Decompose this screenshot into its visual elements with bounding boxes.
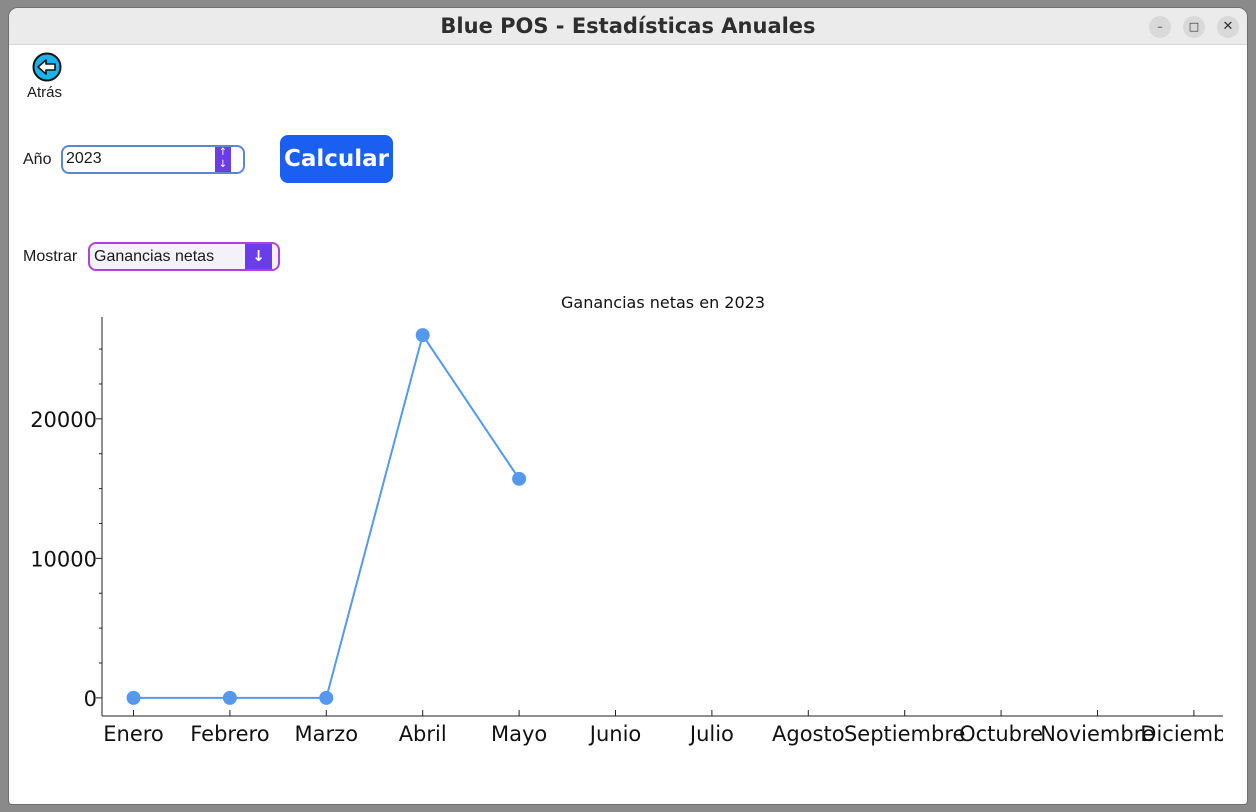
series-line [133, 332, 520, 699]
x-tick-label: Octubre [959, 722, 1043, 746]
x-tick-label: Agosto [772, 722, 845, 746]
y-tick-label: 10000 [30, 547, 97, 571]
y-tick-label: 0 [84, 687, 97, 711]
spin-arrows-icon[interactable]: ↑ ↓ [215, 147, 231, 172]
back-button-label[interactable]: Atrás [27, 84, 63, 101]
data-point [415, 328, 430, 343]
calculate-button[interactable]: Calcular [280, 135, 393, 183]
close-button[interactable]: ✕ [1217, 16, 1239, 38]
chart-title: Ganancias netas en 2023 [561, 293, 765, 312]
window-title: Blue POS - Estadísticas Anuales [440, 14, 816, 38]
x-tick-label: Junio [588, 722, 642, 746]
year-label: Año [23, 151, 52, 168]
show-selected-value[interactable]: Ganancias netas [94, 248, 215, 265]
x-tick-label: Julio [688, 722, 734, 746]
x-tick-label: Septiembre [844, 722, 965, 746]
year-spinbox[interactable]: 2023 ↑ ↓ [61, 145, 245, 174]
x-tick-label: Noviembre [1040, 722, 1155, 746]
back-arrow-icon[interactable] [32, 52, 62, 82]
title-bar[interactable]: Blue POS - Estadísticas Anuales – □ ✕ [9, 8, 1247, 45]
data-point [512, 471, 527, 486]
y-tick-label: 20000 [30, 408, 97, 432]
maximize-button[interactable]: □ [1183, 16, 1205, 38]
year-value[interactable]: 2023 [66, 150, 102, 167]
x-tick-label: Marzo [295, 722, 359, 746]
x-tick-label: Diciembre [1140, 722, 1247, 746]
data-point [126, 690, 141, 705]
x-tick-label: Abril [399, 722, 447, 746]
x-tick-label: Mayo [491, 722, 547, 746]
data-point [222, 690, 237, 705]
data-point [319, 690, 334, 705]
show-select[interactable]: Ganancias netas ↓ [88, 242, 280, 271]
x-tick-label: Enero [103, 722, 164, 746]
x-tick-label: Febrero [190, 722, 269, 746]
minimize-button[interactable]: – [1149, 16, 1171, 38]
app-window: Blue POS - Estadísticas Anuales – □ ✕ [9, 8, 1247, 804]
show-label: Mostrar [23, 248, 78, 265]
dropdown-arrow-icon[interactable]: ↓ [245, 244, 272, 269]
